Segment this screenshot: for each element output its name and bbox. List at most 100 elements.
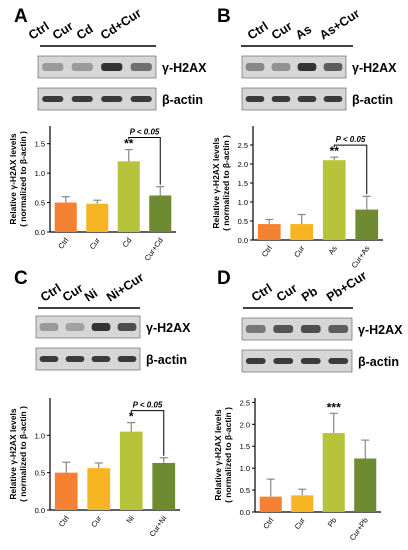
bar (354, 458, 377, 512)
y-tick-label: 0.0 (35, 228, 45, 237)
significance-bracket: P < 0.05 (130, 401, 165, 456)
y-tick-label: 1.5 (240, 442, 250, 451)
band (39, 356, 59, 362)
blot-frame (35, 315, 141, 339)
bar (149, 195, 172, 232)
band (71, 96, 93, 102)
blot-frame (241, 87, 347, 111)
blot-gamma-h2ax (37, 55, 157, 79)
y-tick-label: 1.5 (238, 179, 248, 188)
y-axis-label-line2: ( normalized to β-actin ) (18, 406, 28, 502)
lane-label: Cd+Cur (98, 6, 144, 43)
band (130, 96, 152, 102)
blot-frame (241, 349, 353, 373)
x-tick-label: Cur+Ni (148, 514, 169, 539)
significance-mark: * (129, 410, 134, 424)
lane-label: Cur (274, 281, 300, 305)
panel-letter: A (14, 6, 28, 27)
blot-frame (37, 55, 157, 79)
y-tick-label: 1.0 (35, 431, 45, 440)
x-tick-label: Ctrl (261, 516, 275, 531)
band (245, 358, 266, 364)
band (328, 325, 349, 333)
x-tick-label: Cur (293, 516, 308, 531)
blot-frame (241, 317, 353, 341)
lane-label: Cur (269, 19, 295, 43)
bar (355, 209, 379, 240)
x-tick-label: Cur (292, 244, 307, 259)
x-tick-label: Ctrl (260, 244, 274, 259)
panel-letter: D (217, 268, 231, 289)
y-tick-label: 0.5 (238, 217, 248, 226)
bar (290, 224, 314, 240)
bar (259, 496, 282, 512)
blot-label-gamma-h2ax: γ-H2AX (352, 61, 397, 75)
lane-label: Cur (50, 19, 76, 43)
blot-frame (35, 347, 141, 371)
bar (152, 462, 176, 510)
band (71, 63, 93, 71)
x-tick-label: Cur (88, 236, 103, 251)
band (300, 358, 321, 364)
band (117, 323, 137, 331)
band (42, 63, 64, 71)
x-tick-label: As (326, 244, 339, 257)
blot-beta-actin (241, 87, 347, 111)
y-tick-label: 2.0 (238, 160, 248, 169)
bracket-line (128, 137, 161, 185)
band (297, 96, 317, 102)
band (65, 356, 85, 362)
blot-gamma-h2ax (241, 317, 353, 341)
x-tick-label: Cur+Pb (348, 516, 370, 542)
band (273, 325, 294, 333)
y-axis-label-line1: Relative γ-H2AX levels (211, 137, 221, 228)
blot-label-gamma-h2ax: γ-H2AX (358, 323, 403, 337)
lane-label: As+Cur (317, 6, 362, 42)
blot-frame (241, 55, 347, 79)
band (323, 63, 343, 71)
y-axis-label-line1: Relative γ-H2AX levels (8, 408, 18, 499)
bar (291, 495, 314, 512)
bar (87, 468, 111, 510)
significance-bracket: P < 0.05 (128, 128, 161, 185)
band (245, 96, 265, 102)
y-axis-label-line2: ( normalized to β-actin ) (18, 131, 28, 227)
y-tick-label: 1.5 (35, 140, 45, 149)
bracket-line (333, 144, 368, 195)
x-tick-label: Cur+As (350, 244, 372, 270)
lane-label: Cd (74, 22, 96, 43)
x-tick-label: Cur+Cd (143, 236, 165, 263)
bar (54, 202, 77, 232)
band (245, 325, 266, 333)
band (91, 356, 111, 362)
blot-label-gamma-h2ax: γ-H2AX (146, 321, 191, 335)
panel-letter: C (14, 268, 28, 289)
blot-beta-actin (37, 87, 157, 111)
band (271, 96, 291, 102)
band (328, 358, 349, 364)
y-tick-label: 1.0 (238, 198, 248, 207)
panel-letter: B (217, 6, 231, 27)
blot-label-gamma-h2ax: γ-H2AX (162, 61, 207, 75)
y-tick-label: 0.5 (240, 486, 250, 495)
bar (257, 224, 281, 240)
y-tick-label: 0.5 (35, 199, 45, 208)
band (101, 96, 123, 102)
y-axis-label-line2: ( normalized to β-actin ) (221, 135, 231, 231)
lane-label: Pb+Cur (324, 268, 369, 304)
significance-mark: ** (330, 144, 340, 158)
significance-bracket: P < 0.05 (333, 135, 368, 195)
x-tick-label: Cur (89, 514, 104, 529)
band (323, 96, 343, 102)
blot-label-beta-actin: β-actin (162, 93, 203, 107)
lane-label: Ctrl (245, 19, 271, 42)
bar (54, 472, 78, 510)
blot-gamma-h2ax (241, 55, 347, 79)
band (42, 96, 64, 102)
lane-label: Ni+Cur (104, 270, 146, 304)
band (300, 325, 321, 333)
y-tick-label: 1.0 (240, 464, 250, 473)
